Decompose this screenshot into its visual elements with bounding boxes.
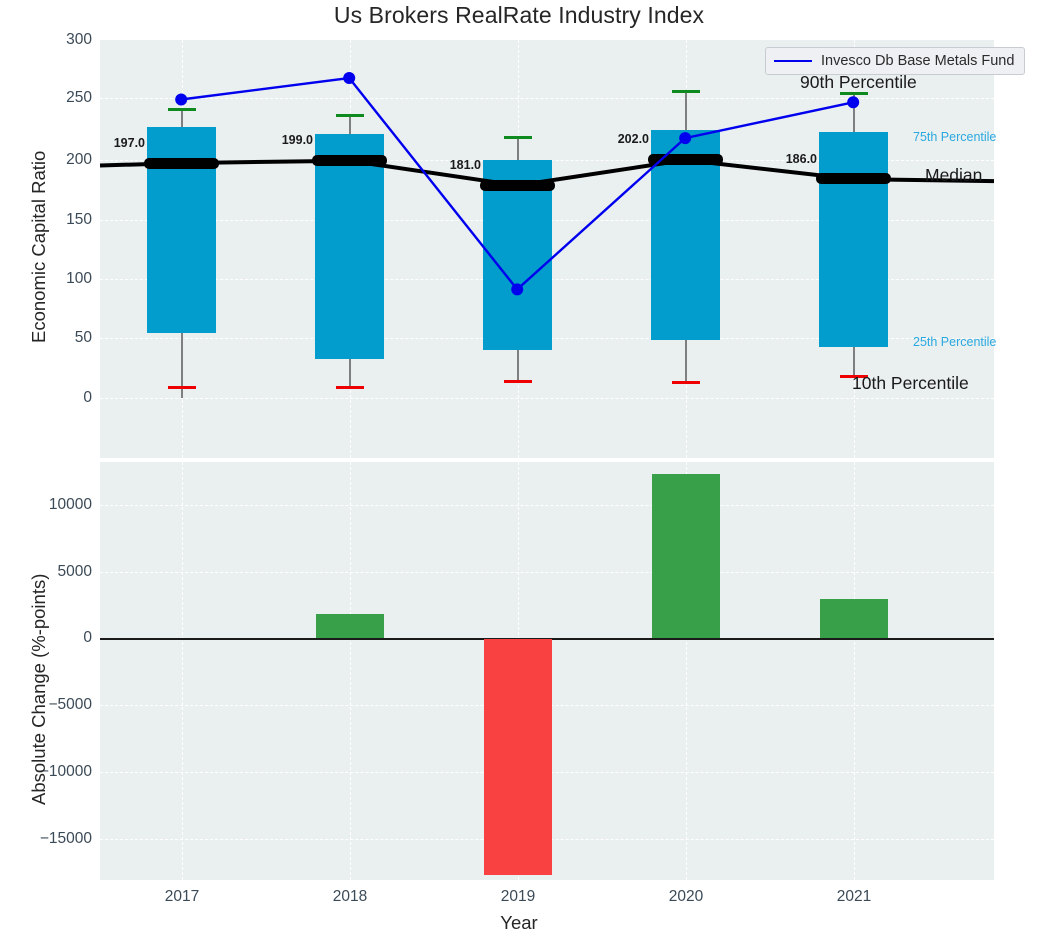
fund-point-2021 [847,96,860,109]
median-value-label-2021: 186.0 [785,152,817,166]
cap-p10-2017 [168,386,196,390]
xtick-2019: 2019 [500,888,536,905]
fund-line-overlay [175,72,860,296]
median-value-label-2020: 202.0 [617,132,649,146]
xtick-2020: 2020 [668,888,704,905]
gridline-x-2021-bottom [854,462,855,880]
page-title: Us Brokers RealRate Industry Index [333,2,705,28]
cap-p10-2021 [840,375,868,379]
ytick-top-0: 0 [83,389,92,406]
fund-point-2020 [679,132,692,145]
change-bar-2018 [316,614,384,638]
legend-label-fund: Invesco Db Base Metals Fund [821,53,1015,69]
ytick-top-250: 250 [66,89,92,106]
xtick-2017: 2017 [164,888,200,905]
cap-p90-2021 [840,92,868,96]
cap-p90-2020 [672,90,700,94]
gridline-y-250 [100,98,994,99]
median-marker-2018 [312,155,387,166]
ytick-top-150: 150 [66,211,92,228]
median-value-label-2017: 197.0 [113,136,145,150]
median-value-label-2019: 181.0 [449,158,481,172]
annotation-median: Median [925,165,983,185]
annotation-90th-percentile: 90th Percentile [800,72,917,92]
annotation-75th-percentile: 75th Percentile [913,130,997,144]
annotation-10th-percentile: 10th Percentile [852,373,969,393]
box-bar-2021 [819,132,888,347]
fund-line [181,76,854,292]
fund-point-2017 [175,93,188,106]
change-bar-2020 [652,474,720,638]
box-bar-2018 [315,134,384,359]
ytick-bottom-0: 0 [83,629,92,646]
ytick-top-300: 300 [66,31,92,48]
median-marker-2021 [816,173,891,184]
gridline-y-10000 [100,505,994,506]
cap-p90-2018 [336,114,364,118]
change-bar-2021 [820,599,888,638]
gridline-x-2017-bottom [182,462,183,880]
ytick-bottom-neg5000: −5000 [48,696,92,713]
gridline-x-2018-bottom [350,462,351,880]
fund-point-2019 [511,283,524,296]
change-bar-2019 [484,639,552,875]
plot-area-economic-capital-ratio: 197.0 199.0 181.0 202.0 186.0 [99,40,995,458]
legend-line-swatch [774,60,812,62]
ytick-bottom-5000: 5000 [57,563,92,580]
xtick-2018: 2018 [332,888,368,905]
cap-p10-2018 [336,386,364,390]
gridline-y-0 [100,398,994,399]
ytick-top-100: 100 [66,270,92,287]
ytick-bottom-neg10000: −10000 [39,763,92,780]
cap-p10-2019 [504,380,532,384]
cap-p90-2019 [504,136,532,140]
cap-p10-2020 [672,381,700,385]
box-bar-2019 [483,160,552,350]
ytick-top-200: 200 [66,151,92,168]
y-axis-title-top: Economic Capital Ratio [28,150,49,343]
xtick-2021: 2021 [836,888,872,905]
ytick-top-50: 50 [74,329,92,346]
plot-area-absolute-change [100,462,994,880]
legend[interactable]: Invesco Db Base Metals Fund [765,47,1026,75]
annotation-25th-percentile: 25th Percentile [913,335,997,349]
median-marker-2020 [648,154,723,165]
ytick-bottom-10000: 10000 [48,496,92,513]
fund-point-2018 [343,72,356,84]
median-value-label-2018: 199.0 [281,133,313,147]
median-marker-2019 [480,180,555,191]
gridline-y-5000 [100,572,994,573]
median-marker-2017 [144,158,219,169]
y-axis-title-bottom: Absolute Change (%-points) [28,573,49,805]
cap-p90-2017 [168,108,196,112]
gridline-x-2020-bottom [686,462,687,880]
ytick-bottom-neg15000: −15000 [39,830,92,847]
x-axis-title: Year [500,912,538,933]
